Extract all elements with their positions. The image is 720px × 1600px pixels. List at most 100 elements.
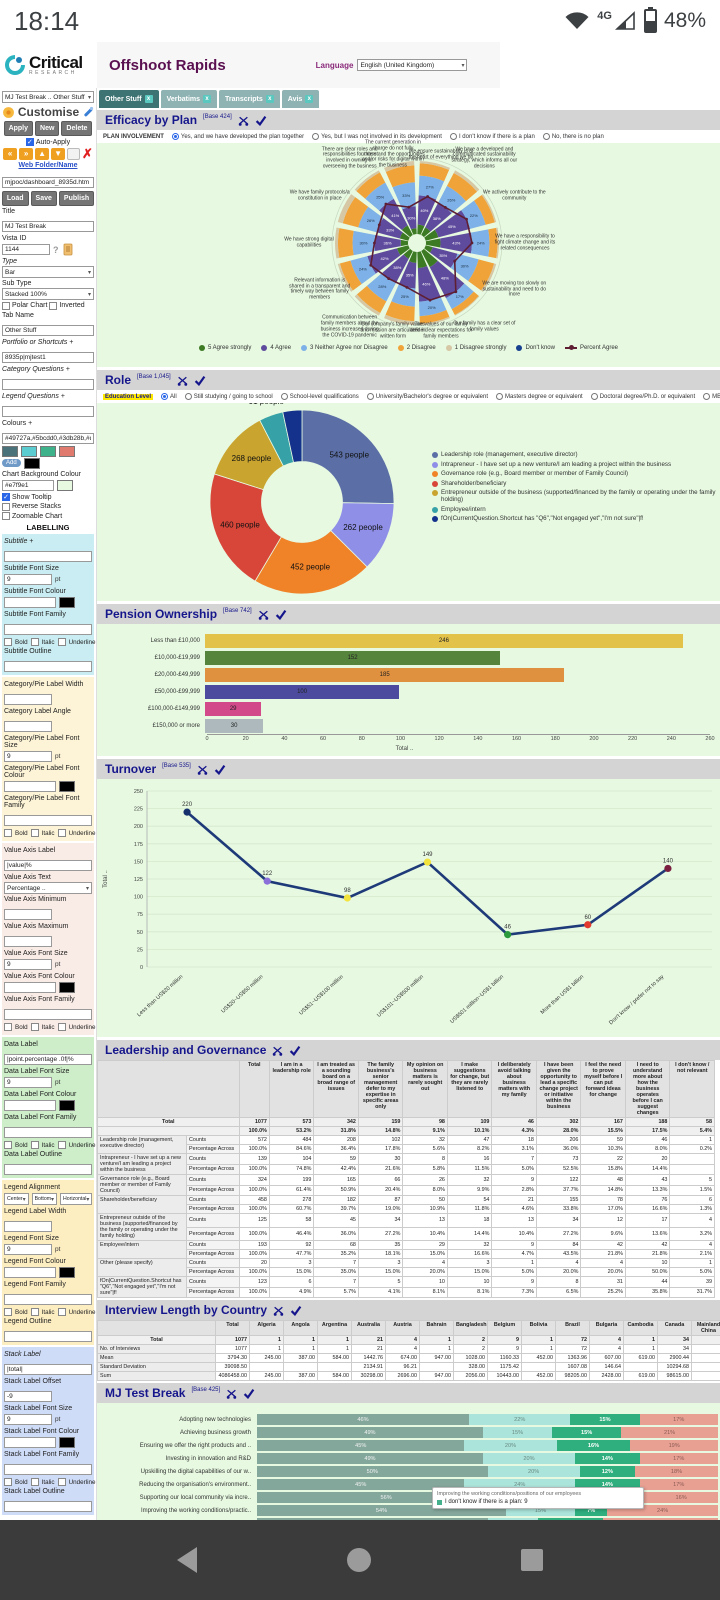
pension-bar[interactable]: 100 (205, 684, 400, 699)
radio-icon[interactable] (280, 393, 288, 400)
role-legend-item[interactable]: Shareholder/beneficiary (432, 480, 720, 487)
pension-bar[interactable]: 30 (205, 718, 264, 733)
mj-segment[interactable]: 54% (257, 1504, 506, 1517)
radio-icon[interactable] (449, 133, 457, 140)
mj-segment[interactable]: 24% (464, 1478, 576, 1491)
font-colour-input-77[interactable] (4, 1100, 56, 1111)
colour-swatch[interactable] (21, 445, 37, 457)
pension-bar[interactable]: 246 (205, 633, 683, 648)
new-button[interactable]: New (35, 121, 60, 136)
align-select[interactable]: Horizontal ▾ (60, 1193, 93, 1205)
subtype-select[interactable]: Stacked 100% ▾ (2, 288, 94, 300)
role-legend-item[interactable]: fOn|CurrentQuestion.Shortcut has "Q6","N… (432, 515, 720, 522)
role-donut-chart[interactable]: 543 people 262 people 452 people 460 people… (97, 403, 720, 601)
mj-segment[interactable]: 24% (607, 1504, 718, 1517)
mj-segment[interactable]: 15% (570, 1413, 640, 1426)
font-colour-input-103[interactable] (4, 1437, 56, 1448)
pension-bar[interactable]: 152 (205, 650, 501, 665)
mj-segment[interactable]: 16% (556, 1439, 631, 1452)
inverted-checkbox[interactable] (49, 301, 58, 310)
sidebar-input-101[interactable] (4, 1414, 52, 1425)
bold-checkbox[interactable] (4, 1308, 12, 1316)
sidebar-input-88[interactable] (4, 1244, 52, 1255)
font-colour-swatch[interactable] (59, 1267, 75, 1278)
check-icon[interactable] (289, 1045, 301, 1056)
sidebar-input-47[interactable] (4, 694, 52, 705)
sidebar-input-62[interactable] (4, 909, 52, 920)
scroll-icon[interactable] (62, 243, 74, 256)
sidebar-input-79[interactable] (4, 1127, 92, 1138)
education-level-option-4[interactable]: Masters degree or equivalent (496, 393, 583, 400)
language-select[interactable]: English (United Kingdom) ▾ (357, 59, 468, 71)
sidebar-input-82[interactable] (4, 1164, 92, 1175)
mj-segment[interactable]: 16% (644, 1491, 718, 1504)
recents-button[interactable] (521, 1549, 543, 1571)
bold-checkbox[interactable] (4, 1023, 12, 1031)
sidebar-input-9[interactable] (2, 221, 94, 232)
scissors-icon[interactable] (226, 1388, 237, 1399)
mj-segment[interactable]: 14% (575, 1478, 640, 1491)
mj-segment[interactable]: 14% (575, 1452, 640, 1465)
underline-checkbox[interactable] (57, 1308, 66, 1316)
bold-checkbox[interactable] (4, 829, 12, 837)
mj-segment[interactable]: 21% (621, 1426, 718, 1439)
colour-swatch[interactable] (2, 445, 18, 457)
plan-involvement-option-0[interactable]: Yes, and we have developed the plan toge… (171, 133, 304, 140)
sidebar-input-73[interactable] (4, 1054, 92, 1065)
mj-segment[interactable]: 18% (635, 1465, 718, 1478)
mj-segment[interactable]: 56% (257, 1491, 516, 1504)
mj-segment[interactable]: 50% (257, 1517, 488, 1520)
pension-bar-chart[interactable]: Less than £10,000 246 £10,000-£19,999 152 £2… (97, 624, 720, 756)
radio-icon[interactable] (171, 133, 179, 140)
sidebar-input-70[interactable] (4, 1009, 92, 1020)
mj-segment[interactable]: 11% (487, 1517, 539, 1520)
pension-bar[interactable]: 29 (205, 701, 262, 716)
help-icon[interactable]: ? (53, 244, 59, 255)
role-legend-item[interactable]: Employee/intern (432, 506, 720, 513)
underline-checkbox[interactable] (57, 1141, 66, 1149)
sidebar-input-45[interactable] (4, 661, 92, 672)
legend-item[interactable]: 4 Agree (261, 345, 291, 351)
sidebar-input-6[interactable] (2, 177, 94, 188)
font-colour-swatch[interactable] (59, 1437, 75, 1448)
font-colour-swatch[interactable] (59, 597, 75, 608)
mj-segment[interactable]: 50% (257, 1465, 488, 1478)
plan-involvement-option-2[interactable]: I don't know if there is a plan (449, 133, 535, 140)
reverse-stacks-checkbox[interactable]: Reverse Stacks (2, 502, 94, 511)
save-button[interactable]: Save (30, 191, 57, 206)
turnover-line-chart[interactable]: 0 25 50 75 100 125 150 175 200 225 250 Total .. 220 L… (97, 779, 720, 1037)
tab-close-icon[interactable]: x (265, 95, 274, 103)
underline-checkbox[interactable] (57, 1023, 66, 1031)
align-select[interactable]: Bottom ▾ (31, 1193, 58, 1205)
education-level-option-3[interactable]: University/Bachelor's degree or equivale… (366, 393, 488, 400)
prev-button[interactable]: « (3, 148, 18, 160)
scissors-icon[interactable] (272, 1045, 283, 1056)
tab-verbatims[interactable]: Verbatims x (160, 90, 218, 108)
font-colour-input-40[interactable] (4, 597, 56, 608)
mj-segment[interactable]: 17% (639, 1478, 718, 1491)
education-level-option-1[interactable]: Still studying / going to school (184, 393, 273, 400)
sidebar-input-51[interactable] (4, 751, 52, 762)
pension-bar[interactable]: 185 (205, 667, 565, 682)
zoomable-chart-checkbox[interactable]: Zoomable Chart (2, 512, 94, 520)
auto-apply-checkbox[interactable]: ✓ Auto-Apply (25, 138, 71, 146)
check-icon[interactable] (194, 375, 206, 386)
check-icon[interactable] (290, 1305, 302, 1316)
load-button[interactable]: Load (1, 191, 29, 206)
tab-other-stuff[interactable]: Other Stuff x (99, 90, 159, 108)
sidebar-input-66[interactable] (4, 959, 52, 970)
legend-item[interactable]: 5 Agree strongly (198, 345, 251, 351)
align-select[interactable]: Center ▾ (4, 1193, 29, 1205)
add-colour-button[interactable]: Add (2, 459, 21, 467)
view-selector[interactable]: MJ Test Break .. Other Stuff ▾ (2, 91, 94, 103)
italic-checkbox[interactable] (30, 1141, 39, 1149)
sidebar-input-42[interactable] (4, 624, 92, 635)
mj-segment[interactable]: 19% (630, 1439, 718, 1452)
mj-segment[interactable]: 22% (469, 1413, 571, 1426)
mj-segment[interactable]: 20% (482, 1452, 576, 1465)
sidebar-input-18[interactable] (2, 324, 94, 336)
check-icon[interactable] (214, 764, 226, 775)
sidebar-input-38[interactable] (4, 574, 52, 585)
mj-segment[interactable]: 20% (487, 1465, 580, 1478)
radio-icon[interactable] (366, 393, 374, 400)
